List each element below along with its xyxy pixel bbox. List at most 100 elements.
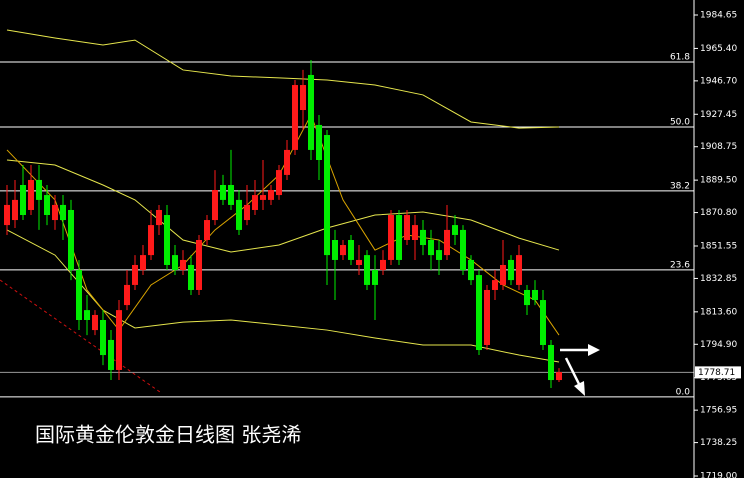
candle-body	[12, 199, 18, 221]
fib-label: 23.6	[670, 260, 690, 270]
candle-body	[300, 85, 306, 111]
candle-body	[540, 300, 546, 345]
candle-body	[228, 184, 234, 205]
candle-body	[4, 204, 10, 226]
y-tick-label: 1984.65	[700, 11, 737, 21]
fib-label: 0.0	[676, 387, 691, 397]
candle-body	[276, 170, 282, 196]
candle-body	[508, 259, 514, 281]
candle-body	[532, 289, 538, 301]
candle-body	[20, 184, 26, 216]
last-price-box	[695, 366, 741, 379]
candle-body	[548, 344, 554, 381]
candle-body	[36, 179, 42, 200]
y-tick-label: 1946.70	[700, 76, 737, 86]
candle-body	[124, 284, 130, 306]
trend-line	[0, 279, 161, 393]
candle-body	[420, 229, 426, 246]
fib-label: 38.2	[670, 181, 690, 191]
candle-body	[492, 280, 498, 290]
candle-body	[388, 215, 394, 260]
candle-body	[260, 195, 266, 200]
candle-body	[220, 184, 226, 200]
candle-body	[188, 264, 194, 290]
arrow-head	[588, 344, 600, 356]
candle-body	[140, 255, 146, 271]
candle-body	[28, 179, 34, 210]
indicator-line	[6, 159, 560, 253]
candle-body	[212, 190, 218, 221]
candle-body	[68, 209, 74, 271]
candle-body	[340, 245, 346, 256]
y-tick-label: 1832.85	[700, 274, 737, 284]
candle-body	[172, 255, 178, 271]
arrow-head	[574, 381, 585, 396]
y-tick-label: 1813.60	[700, 307, 737, 317]
candle-body	[404, 215, 410, 240]
candle-body	[292, 85, 298, 150]
candle-body	[380, 259, 386, 271]
candle-body	[108, 339, 114, 370]
candle-body	[356, 259, 362, 265]
arrows	[560, 344, 600, 396]
candle-body	[284, 149, 290, 175]
candle-body	[180, 259, 186, 271]
y-tick-label: 1794.90	[700, 340, 737, 350]
candle-body	[452, 225, 458, 235]
candle-body	[268, 190, 274, 200]
y-tick-label: 1927.45	[700, 110, 737, 120]
fib-label: 50.0	[670, 118, 690, 128]
candle-body	[364, 255, 370, 285]
y-tick-label: 1870.80	[700, 208, 737, 218]
candle-body	[468, 259, 474, 281]
chart-title: 国际黄金伦敦金日线图 张尧浠	[35, 423, 301, 447]
candle-body	[196, 239, 202, 290]
candle-body	[556, 372, 562, 381]
candle-body	[436, 250, 442, 260]
candle-body	[428, 239, 434, 256]
candle-body	[460, 229, 466, 271]
candle-body	[332, 239, 338, 260]
last-price-label: 1778.71	[698, 368, 735, 378]
candle-body	[148, 225, 154, 256]
candle-body	[44, 195, 50, 216]
candle-body	[316, 124, 322, 160]
y-tick-label: 1965.40	[700, 44, 737, 54]
candle-body	[52, 204, 58, 221]
candle-body	[100, 319, 106, 356]
candle-body	[476, 275, 482, 351]
y-tick-label: 1756.95	[700, 406, 737, 416]
candle-body	[444, 229, 450, 256]
candle-body	[412, 225, 418, 240]
arrow	[564, 357, 582, 387]
candle-body	[84, 310, 90, 320]
candle-body	[156, 209, 162, 226]
candle-body	[164, 215, 170, 265]
candle-body	[324, 135, 330, 256]
y-tick-label: 1738.25	[700, 438, 737, 448]
y-tick-label: 1851.55	[700, 241, 737, 251]
candle-body	[524, 289, 530, 306]
y-tick-label: 1889.50	[700, 176, 737, 186]
candle-body	[516, 255, 522, 285]
candle-body	[132, 264, 138, 285]
candle-body	[372, 270, 378, 285]
candle-body	[204, 220, 210, 240]
candle-body	[500, 264, 506, 285]
candle-body	[92, 314, 98, 331]
indicator-line	[6, 29, 560, 129]
fib-label: 61.8	[670, 52, 690, 62]
candle-body	[116, 310, 122, 370]
candle-body	[76, 270, 82, 320]
candle-body	[236, 199, 242, 230]
candle-body	[244, 204, 250, 221]
candle-body	[60, 204, 66, 221]
y-tick-label: 1908.75	[700, 142, 737, 152]
plot-area: 61.8 50.0 38.2 23.6 0.0	[0, 29, 694, 398]
y-tick-label: 1719.00	[700, 472, 737, 478]
candle-body	[252, 195, 258, 210]
candle-body	[484, 289, 490, 345]
